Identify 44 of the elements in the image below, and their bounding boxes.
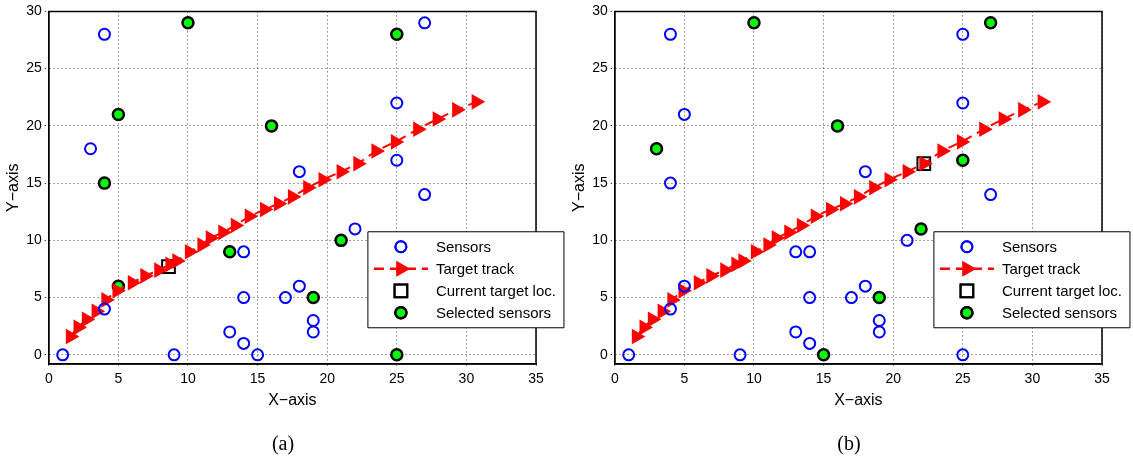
y-tick-label: 5 bbox=[33, 288, 42, 305]
y-tick-label: 25 bbox=[26, 59, 42, 76]
x-tick-label: 15 bbox=[815, 370, 832, 387]
y-tick-label: 25 bbox=[592, 59, 608, 76]
x-tick-label: 35 bbox=[1094, 370, 1110, 387]
text: (b) bbox=[836, 432, 862, 455]
legend-label: Current target loc. bbox=[1001, 281, 1122, 299]
x-tick-label: 10 bbox=[746, 370, 762, 387]
y-tick-label: 0 bbox=[599, 345, 608, 362]
y-tick-label: 0 bbox=[33, 345, 42, 362]
y-tick-label: 30 bbox=[592, 2, 608, 19]
legend-label: Target track bbox=[435, 259, 515, 277]
x-tick-label: 0 bbox=[44, 370, 53, 387]
x-tick-label: 35 bbox=[528, 370, 544, 387]
x-tick-label: 5 bbox=[114, 370, 123, 387]
y-tick-label: 10 bbox=[26, 231, 42, 248]
x-tick-label: 20 bbox=[885, 370, 902, 387]
legend-label: Target track bbox=[1001, 259, 1081, 277]
x-tick-label: 25 bbox=[389, 370, 405, 387]
x-tick-label: 15 bbox=[249, 370, 266, 387]
y-tick-label: 20 bbox=[592, 116, 608, 133]
legend-label: Selected sensors bbox=[1001, 303, 1117, 321]
y-tick-label: 15 bbox=[26, 173, 42, 190]
x-tick-label: 0 bbox=[610, 370, 619, 387]
y-tick-label: 5 bbox=[599, 288, 608, 305]
x-tick-label: 10 bbox=[180, 370, 196, 387]
y-tick-label: 20 bbox=[26, 116, 42, 133]
x-tick-label: 30 bbox=[458, 370, 475, 387]
legend-label: Selected sensors bbox=[435, 303, 551, 321]
text: (a) bbox=[270, 432, 296, 455]
x-axis-title: X−axis bbox=[268, 390, 317, 408]
y-tick-label: 10 bbox=[592, 231, 608, 248]
legend-label: Current target loc. bbox=[435, 281, 556, 299]
y-tick-label: 30 bbox=[26, 2, 42, 19]
x-tick-label: 30 bbox=[1024, 370, 1041, 387]
x-tick-label: 25 bbox=[955, 370, 971, 387]
y-axis-title: Y−axis bbox=[570, 163, 588, 212]
legend-label: Sensors bbox=[435, 237, 491, 255]
y-axis-title: Y−axis bbox=[4, 163, 22, 212]
x-tick-label: 5 bbox=[680, 370, 689, 387]
legend-label: Sensors bbox=[1001, 237, 1057, 255]
y-tick-label: 15 bbox=[592, 173, 608, 190]
x-axis-title: X−axis bbox=[834, 390, 883, 408]
x-tick-label: 20 bbox=[319, 370, 336, 387]
